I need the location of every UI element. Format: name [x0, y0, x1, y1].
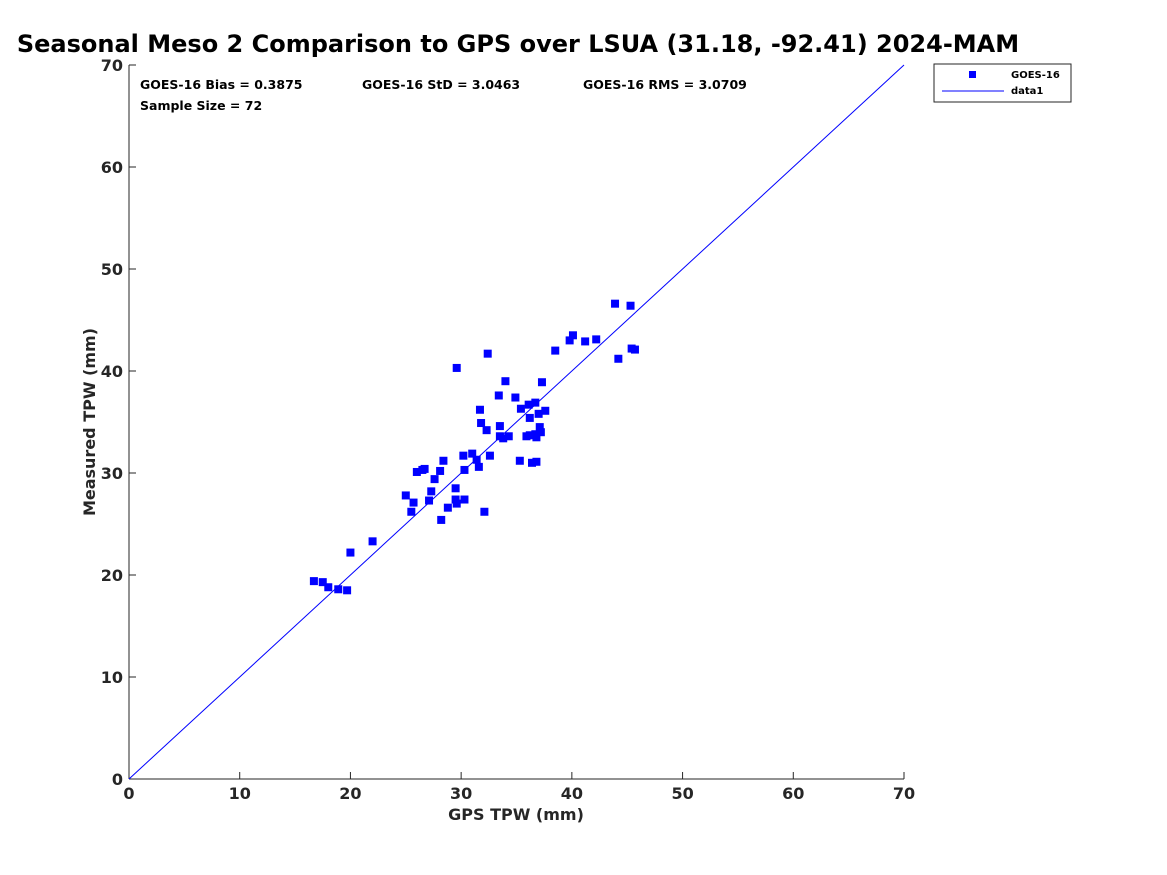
scatter-point [451, 495, 460, 504]
x-tick-label: 20 [339, 784, 361, 803]
y-axis-label: Measured TPW (mm) [80, 328, 99, 516]
scatter-point [541, 406, 550, 415]
scatter-point [439, 456, 448, 465]
scatter-point [536, 428, 545, 437]
chart-title: Seasonal Meso 2 Comparison to GPS over L… [17, 30, 1019, 58]
x-tick-label: 40 [561, 784, 583, 803]
scatter-point [436, 466, 445, 475]
scatter-point [452, 499, 461, 508]
reference-line-data1 [128, 64, 905, 780]
scatter-point [368, 537, 377, 546]
stat-sample-size: Sample Size = 72 [140, 98, 262, 113]
scatter-point [525, 413, 534, 422]
scatter-point [626, 301, 635, 310]
scatter-point [407, 507, 416, 516]
x-tick-label: 0 [123, 784, 134, 803]
scatter-point [460, 465, 469, 474]
scatter-point [475, 405, 484, 414]
scatter-point [534, 409, 543, 418]
scatter-point [401, 491, 410, 500]
scatter-point [474, 462, 483, 471]
scatter-point [528, 458, 536, 467]
scatter-point [551, 346, 560, 355]
scatter-point [460, 495, 469, 504]
scatter-point [592, 335, 601, 344]
y-tick-label: 70 [101, 56, 123, 75]
scatter-point [409, 498, 418, 507]
scatter-point [346, 548, 355, 557]
y-tick-label: 30 [101, 464, 123, 483]
scatter-point [494, 391, 503, 400]
scatter-point [427, 487, 436, 496]
scatter-point [318, 578, 327, 587]
axis-ticks: 0 10 20 30 40 50 60 70 0 10 20 30 40 50 60 70 [101, 56, 915, 803]
y-tick-label: 60 [101, 158, 123, 177]
scatter-point [611, 299, 620, 308]
legend: GOES-16 data1 [933, 63, 1072, 103]
scatter-point [309, 577, 318, 586]
scatter-point [501, 377, 510, 386]
scatter-point [531, 398, 540, 407]
stat-rms: GOES-16 RMS = 3.0709 [583, 77, 747, 92]
scatter-point [535, 423, 544, 432]
scatter-point [532, 433, 541, 442]
scatter-point [537, 378, 546, 387]
scatter-point [515, 456, 524, 465]
x-tick-label: 10 [229, 784, 251, 803]
y-tick-label: 50 [101, 260, 123, 279]
scatter-point [472, 455, 481, 464]
legend-label-data1: data1 [1011, 86, 1043, 97]
scatter-point [459, 451, 468, 460]
scatter-point [334, 585, 343, 594]
legend-box [933, 63, 1072, 103]
x-tick-label: 70 [893, 784, 915, 803]
scatter-point [437, 515, 446, 524]
scatter-point [430, 475, 439, 484]
scatter-point [499, 434, 508, 443]
x-tick-label: 60 [782, 784, 804, 803]
scatter-point [630, 345, 639, 354]
y-tick-label: 40 [101, 362, 123, 381]
scatter-point [532, 457, 541, 466]
scatter-point [477, 419, 486, 428]
plot-area: 0 10 20 30 40 50 60 70 0 10 20 30 40 50 60 70 [101, 56, 915, 803]
scatter-point [443, 503, 452, 512]
scatter-point [524, 400, 533, 409]
scatter-point [516, 404, 525, 413]
scatter-point [614, 354, 623, 363]
scatter-point [485, 451, 494, 460]
stat-std: GOES-16 StD = 3.0463 [362, 77, 520, 92]
scatter-point [420, 464, 429, 473]
scatter-point [565, 336, 574, 345]
x-tick-label: 50 [671, 784, 693, 803]
scatter-point [482, 426, 491, 435]
x-axis-label: GPS TPW (mm) [448, 805, 584, 824]
scatter-point [425, 496, 434, 505]
y-tick-label: 0 [112, 770, 123, 789]
scatter-point [568, 331, 577, 340]
scatter-point [343, 586, 352, 595]
scatter-point [483, 349, 492, 358]
y-tick-label: 20 [101, 566, 123, 585]
scatter-point [412, 467, 421, 476]
scatter-point [504, 432, 513, 441]
scatter-point [480, 507, 489, 516]
legend-label-goes16: GOES-16 [1011, 70, 1060, 81]
scatter-point [468, 449, 477, 458]
scatter-point [581, 337, 590, 346]
legend-marker-goes16 [969, 71, 976, 78]
stat-bias: GOES-16 Bias = 0.3875 [140, 77, 302, 92]
scatter-point [525, 431, 534, 440]
scatter-point [451, 484, 460, 493]
y-tick-label: 10 [101, 668, 123, 687]
x-tick-label: 30 [450, 784, 472, 803]
series-layer [128, 64, 905, 780]
scatter-point [452, 363, 461, 372]
scatter-point [511, 393, 520, 402]
scatter-point [495, 422, 504, 431]
scatter-point [324, 583, 333, 592]
